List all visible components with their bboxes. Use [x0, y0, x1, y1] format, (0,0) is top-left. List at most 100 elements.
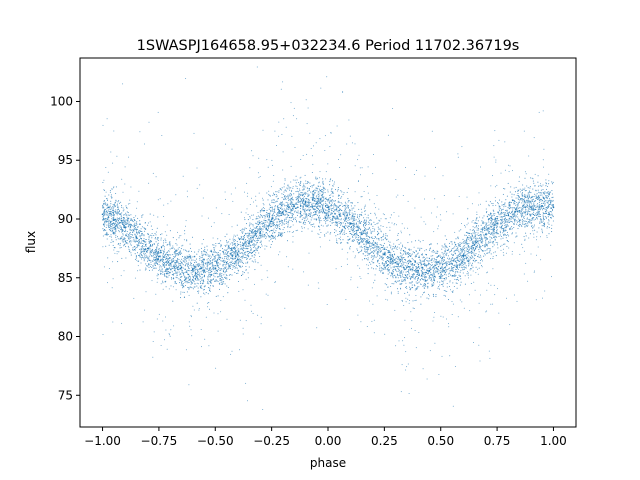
data-point — [206, 259, 208, 261]
data-point — [165, 259, 167, 261]
data-point — [440, 280, 443, 282]
data-point — [358, 216, 361, 218]
data-point — [256, 234, 258, 236]
data-point — [155, 248, 157, 251]
data-point — [301, 218, 303, 220]
data-point — [504, 243, 506, 245]
data-point — [452, 260, 454, 262]
data-point — [529, 211, 531, 213]
data-point — [402, 273, 404, 275]
data-point — [527, 198, 529, 200]
data-point — [139, 248, 141, 250]
data-point — [197, 270, 199, 272]
data-point — [219, 253, 221, 255]
data-point — [200, 247, 203, 249]
data-point — [268, 212, 270, 215]
data-point — [151, 228, 153, 231]
data-point — [225, 277, 227, 279]
data-point — [393, 265, 395, 267]
data-point — [366, 249, 369, 251]
data-point — [390, 261, 392, 263]
data-point — [469, 262, 471, 264]
data-point — [106, 214, 108, 216]
data-point — [531, 203, 533, 205]
data-point — [374, 251, 376, 253]
data-point — [504, 212, 506, 214]
data-point — [196, 268, 198, 270]
data-point — [105, 214, 107, 216]
data-point — [382, 236, 384, 238]
data-point — [435, 296, 437, 298]
data-point — [180, 273, 182, 275]
data-point — [397, 291, 399, 293]
data-point — [252, 244, 254, 246]
data-point — [360, 196, 362, 198]
data-point — [538, 197, 540, 199]
data-point — [278, 215, 280, 217]
data-point — [470, 282, 472, 285]
data-point — [304, 223, 306, 225]
data-point — [363, 221, 365, 223]
data-point — [156, 258, 158, 261]
data-point — [306, 187, 308, 189]
data-point — [421, 278, 423, 280]
data-point — [181, 282, 183, 284]
data-point — [471, 245, 473, 247]
data-point — [545, 182, 547, 184]
data-point — [485, 236, 487, 238]
data-point — [292, 202, 294, 204]
data-point — [494, 239, 496, 241]
data-point — [433, 265, 435, 267]
data-point — [533, 211, 535, 213]
data-point — [501, 228, 503, 230]
data-point — [112, 231, 114, 233]
data-point — [458, 265, 461, 267]
data-point — [349, 245, 351, 248]
data-point — [159, 270, 161, 272]
data-point — [114, 220, 117, 222]
data-point — [549, 199, 551, 201]
data-point — [372, 237, 374, 240]
data-point — [212, 268, 214, 270]
data-point — [266, 226, 268, 228]
data-point — [241, 274, 243, 276]
data-point — [490, 213, 492, 215]
data-point — [493, 228, 496, 230]
data-point — [189, 276, 191, 278]
data-point — [262, 235, 264, 237]
data-point — [417, 276, 420, 279]
data-point — [313, 206, 315, 208]
data-point — [475, 226, 477, 228]
data-point — [537, 210, 539, 212]
data-point — [136, 231, 138, 233]
data-point — [467, 242, 469, 244]
data-point — [541, 202, 543, 204]
data-point — [340, 224, 342, 226]
data-point — [503, 204, 505, 206]
data-point — [412, 264, 414, 266]
data-point — [299, 203, 301, 205]
data-point — [261, 229, 263, 231]
data-point — [418, 262, 420, 264]
data-point — [424, 274, 426, 276]
data-point — [109, 235, 111, 237]
data-point — [215, 280, 217, 282]
data-point — [263, 222, 265, 225]
data-point — [441, 262, 443, 264]
data-point — [209, 257, 212, 260]
data-point — [255, 244, 257, 246]
data-point — [281, 221, 283, 223]
data-point — [276, 225, 278, 227]
data-point — [279, 204, 282, 206]
data-point — [163, 248, 166, 250]
data-point — [293, 193, 295, 195]
data-point — [314, 203, 317, 205]
data-point — [499, 234, 501, 236]
data-point — [271, 207, 273, 209]
data-point — [202, 279, 204, 281]
data-point — [199, 280, 201, 282]
data-point — [175, 271, 177, 273]
data-point — [442, 246, 444, 248]
data-point — [106, 198, 108, 200]
data-point — [299, 206, 302, 208]
